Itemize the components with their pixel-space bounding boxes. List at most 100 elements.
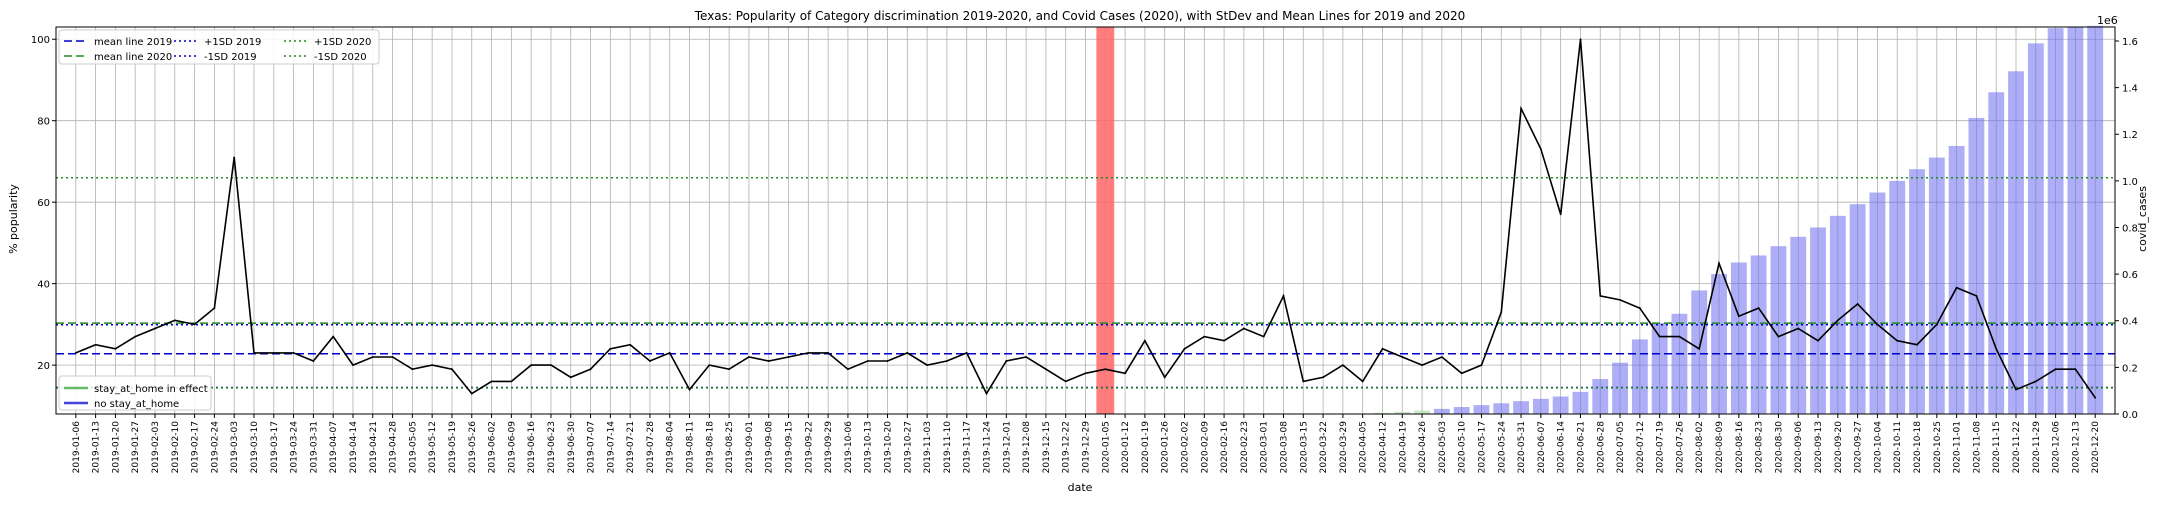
x-tick-label: 2020-03-01 [1260,421,1270,473]
x-tick-label: 2020-12-20 [2091,421,2101,474]
x-tick-label: 2020-08-16 [1735,421,1745,474]
x-tick-label: 2020-05-10 [1458,421,1468,474]
x-tick-label: 2020-07-19 [1656,421,1666,474]
x-tick-label: 2019-12-22 [1062,421,1072,473]
covid-bar [2048,28,2064,414]
popularity-point [1639,307,1641,309]
popularity-point [95,344,97,346]
x-tick-label: 2020-06-28 [1596,421,1606,474]
x-tick-label: 2020-09-13 [1814,421,1824,473]
popularity-point [372,356,374,358]
x-tick-label: 2019-06-30 [567,421,577,474]
popularity-point [1481,364,1483,366]
covid-bar [1771,246,1787,414]
x-tick-label: 2019-02-24 [210,421,220,474]
popularity-point [1659,336,1661,338]
x-tick-label: 2019-10-13 [864,421,874,473]
popularity-point [1877,323,1879,325]
popularity-point [1738,315,1740,317]
x-tick-label: 2020-05-24 [1497,421,1507,474]
x-tick-label: 2019-07-14 [606,421,616,474]
x-tick-label: 2019-01-06 [72,421,82,474]
popularity-point [1223,340,1225,342]
x-tick-label: 2019-07-07 [587,421,597,473]
highlight-band-layer [1096,27,1114,414]
x-tick-label: 2019-08-25 [725,421,735,473]
legend-label: mean line 2019 [94,37,172,48]
covid-bar [1513,401,1529,414]
popularity-point [1500,311,1502,313]
covid-bar [2067,27,2083,414]
popularity-point [2015,389,2017,391]
x-tick-label: 2019-03-17 [270,421,280,473]
x-tick-label: 2020-06-07 [1537,421,1547,473]
covid-bar [1553,397,1569,414]
y2-tick-label: 1.4 [2122,84,2138,95]
y2-tick-label: 0.4 [2122,317,2138,328]
x-tick-label: 2019-06-09 [507,421,517,474]
x-tick-label: 2020-10-25 [1933,421,1943,473]
y2-offset-label: 1e6 [2097,14,2118,27]
x-tick-label: 2020-05-31 [1517,421,1527,473]
popularity-point [2075,368,2077,370]
y2-tick-label: 1.6 [2122,37,2138,48]
x-tick-label: 2020-04-12 [1379,421,1389,473]
x-tick-label: 2020-09-20 [1834,421,1844,474]
popularity-point [1580,38,1582,40]
popularity-point [728,368,730,370]
legend-label: stay_at_home in effect [94,384,208,395]
y2-tick-label: 0.6 [2122,270,2138,281]
popularity-point [194,323,196,325]
x-tick-label: 2019-12-29 [1082,421,1092,474]
popularity-point [1679,336,1681,338]
y2-axis-label: covid_cases [2136,186,2149,252]
popularity-point [114,348,116,350]
x-tick-label: 2020-07-26 [1675,421,1685,474]
covid-bar [1592,379,1608,414]
popularity-point [1441,356,1443,358]
popularity-point [2035,381,2037,383]
x-tick-label: 2020-04-05 [1359,421,1369,473]
y-tick-label: 20 [37,361,50,372]
x-tick-label: 2019-09-08 [765,421,775,474]
y2-tick-label: 0.0 [2122,410,2138,421]
popularity-point [689,389,691,391]
legend-label: -1SD 2019 [204,52,257,63]
popularity-point [471,393,473,395]
popularity-point [1461,372,1463,374]
covid-bar [1474,405,1490,414]
popularity-point [491,381,493,383]
x-tick-label: 2020-06-14 [1557,421,1567,474]
popularity-point [75,352,77,354]
x-tick-label: 2020-08-23 [1755,421,1765,473]
popularity-point [1283,295,1285,297]
y2-tick-label: 1.2 [2122,130,2138,141]
covid-bar [1632,339,1648,414]
x-tick-label: 2019-12-01 [1002,421,1012,473]
popularity-point [1362,381,1364,383]
x-tick-label: 2020-12-13 [2071,421,2081,473]
popularity-point [807,352,809,354]
popularity-point [2055,368,2057,370]
legend-label: +1SD 2020 [314,37,371,48]
popularity-point [451,368,453,370]
y-tick-label: 60 [37,198,50,209]
x-tick-label: 2019-02-03 [151,421,161,473]
x-tick-label: 2020-08-02 [1695,421,1705,473]
popularity-point [1104,368,1106,370]
legend-label: mean line 2020 [94,52,172,63]
x-tick-label: 2020-02-23 [1240,421,1250,473]
popularity-point [629,344,631,346]
popularity-point [570,376,572,378]
x-tick-label: 2020-10-04 [1873,421,1883,474]
popularity-point [1857,303,1859,305]
x-tick-label: 2020-11-08 [1972,421,1982,474]
popularity-point [609,348,611,350]
x-tick-label: 2019-10-06 [844,421,854,474]
covid-bar [1533,399,1549,414]
